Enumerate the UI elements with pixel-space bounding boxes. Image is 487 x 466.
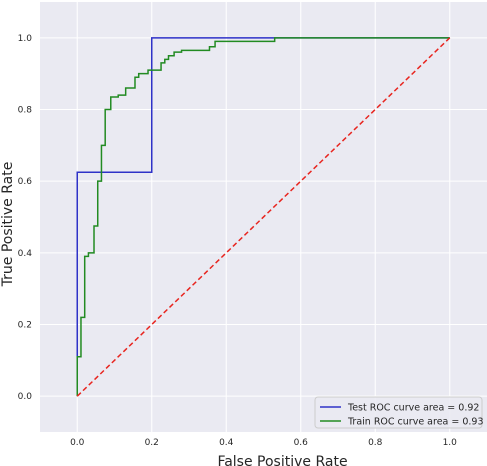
train-roc-line xyxy=(76,37,450,397)
y-tick-label: 0.4 xyxy=(18,249,33,259)
y-tick-label: 0.0 xyxy=(18,392,33,402)
legend-entry-label: Train ROC curve area = 0.93 xyxy=(347,417,484,428)
x-tick-label: 0.2 xyxy=(145,438,159,448)
y-tick-label: 0.2 xyxy=(18,321,32,331)
x-tick-label: 0.0 xyxy=(70,438,85,448)
x-axis-label: False Positive Rate xyxy=(217,454,347,466)
test-roc-line xyxy=(76,37,450,397)
x-tick-label: 0.4 xyxy=(219,438,234,448)
y-tick-label: 0.6 xyxy=(18,177,33,187)
y-tick-label: 1.0 xyxy=(18,34,33,44)
x-tick-label: 0.6 xyxy=(294,438,309,448)
chance-diagonal-line xyxy=(76,37,451,397)
legend-box xyxy=(314,396,483,429)
x-tick-label: 0.8 xyxy=(368,438,383,448)
grid-lines xyxy=(40,2,487,432)
y-tick-labels: 0.0 0.2 0.4 0.6 0.8 1.0 xyxy=(18,34,33,402)
y-axis-label: True Positive Rate xyxy=(0,162,16,288)
legend: Test ROC curve area = 0.92 Train ROC curv… xyxy=(314,396,484,429)
legend-entry-label: Test ROC curve area = 0.92 xyxy=(347,403,479,414)
y-tick-label: 0.8 xyxy=(18,106,33,116)
x-tick-labels: 0.0 0.2 0.4 0.6 0.8 1.0 xyxy=(70,438,457,448)
series-lines xyxy=(76,37,451,397)
x-tick-label: 1.0 xyxy=(443,438,458,448)
